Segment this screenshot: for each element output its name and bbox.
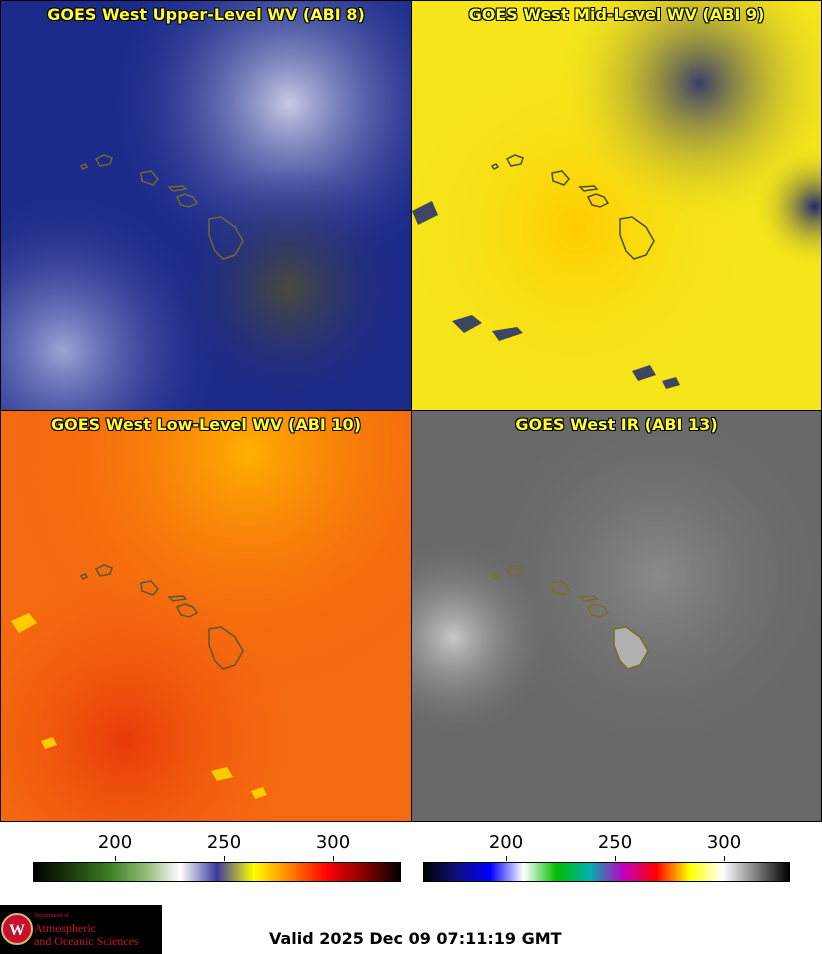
uw-seal-icon: W (1, 913, 33, 945)
logo-line-3: and Oceanic Sciences (34, 934, 139, 948)
panel-title: GOES West Upper-Level WV (ABI 8) (47, 5, 365, 24)
panel-title: GOES West IR (ABI 13) (515, 415, 718, 434)
panel-title: GOES West Low-Level WV (ABI 10) (50, 415, 361, 434)
ir-imagery (412, 411, 821, 821)
colorbar-tick (506, 856, 507, 861)
colorbar-tick (724, 856, 725, 861)
map-panel-mid-wv: GOES West Mid-Level WV (ABI 9) (411, 0, 822, 411)
low-wv-imagery (1, 411, 411, 821)
colorbar-tick-label: 300 (315, 832, 351, 853)
colorbar-tick (115, 856, 116, 861)
svg-text:W: W (9, 922, 25, 939)
colorbar-tick-label: 300 (706, 832, 742, 853)
map-panel-ir: GOES West IR (ABI 13) (411, 410, 822, 822)
logo-line-2: Atmospheric (34, 921, 96, 935)
colorbar-ir: 200 250 300 (423, 826, 790, 886)
colorbar-tick (615, 856, 616, 861)
logo-line-1: Department of (34, 913, 69, 919)
map-panel-upper-wv: GOES West Upper-Level WV (ABI 8) (0, 0, 412, 411)
panel-title: GOES West Mid-Level WV (ABI 9) (468, 5, 765, 24)
colorbar-wv: 200 250 300 (33, 826, 401, 886)
upper-wv-imagery (1, 1, 411, 410)
colorbar-tick-label: 200 (488, 832, 524, 853)
mid-wv-imagery (412, 1, 821, 410)
colorbar-gradient (423, 862, 790, 882)
colorbar-tick (333, 856, 334, 861)
colorbar-tick (224, 856, 225, 861)
colorbar-gradient (33, 862, 401, 882)
map-panel-low-wv: GOES West Low-Level WV (ABI 10) (0, 410, 412, 822)
aos-logo: W Department of Atmospheric and Oceanic … (0, 905, 162, 954)
colorbar-tick-label: 200 (97, 832, 133, 853)
colorbar-tick-label: 250 (206, 832, 242, 853)
valid-time-label: Valid 2025 Dec 09 07:11:19 GMT (269, 929, 562, 948)
colorbar-tick-label: 250 (597, 832, 633, 853)
